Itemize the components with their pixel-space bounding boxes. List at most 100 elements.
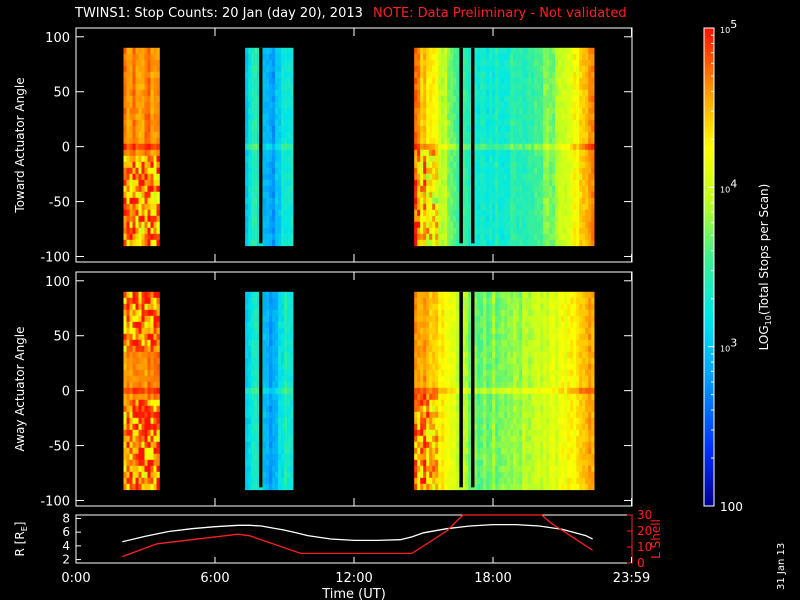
heatmap-cell [462,215,466,223]
heatmap-cell [251,297,255,305]
heatmap-cell [480,375,484,383]
heatmap-cell [263,101,267,109]
heatmap-cell [561,113,565,121]
heatmap-cell [483,113,487,121]
heatmap-cell [414,71,418,79]
heatmap-cell [558,197,562,205]
heatmap-cell [135,197,139,205]
heatmap-cell [441,107,445,115]
heatmap-cell [465,239,469,247]
heatmap-cell [144,363,148,371]
heatmap-cell [287,137,291,145]
heatmap-cell [453,447,457,455]
heatmap-cell [284,185,288,193]
heatmap-cell [432,309,436,317]
heatmap-cell [153,203,157,211]
heatmap-cell [543,221,547,229]
heatmap-cell [147,291,151,299]
heatmap-cell [549,185,553,193]
heatmap-cell [579,95,583,103]
heatmap-cell [501,291,505,299]
heatmap-cell [429,363,433,371]
heatmap-cell [444,167,448,175]
heatmap-cell [251,291,255,299]
heatmap-cell [465,471,469,479]
heatmap-cell [558,107,562,115]
heatmap-cell [456,101,460,109]
heatmap-cell [498,333,502,341]
heatmap-cell [263,399,267,407]
heatmap-cell [248,203,252,211]
heatmap-cell [123,143,127,151]
heatmap-cell [516,101,520,109]
heatmap-cell [414,333,418,341]
heatmap-cell [477,59,481,67]
heatmap-cell [531,221,535,229]
heatmap-cell [453,417,457,425]
heatmap-cell [438,423,442,431]
heatmap-cell [546,179,550,187]
heatmap-cell [531,233,535,241]
heatmap-cell [513,137,517,145]
heatmap-cell [272,345,276,353]
heatmap-cell [420,179,424,187]
heatmap-cell [519,113,523,121]
heatmap-cell [281,339,285,347]
heatmap-cell [123,321,127,329]
heatmap-cell [263,327,267,335]
heatmap-cell [540,155,544,163]
heatmap-cell [528,47,532,55]
heatmap-cell [290,393,294,401]
heatmap-cell [254,167,258,175]
heatmap-cell [257,137,261,145]
heatmap-cell [480,471,484,479]
heatmap-cell [281,291,285,299]
heatmap-cell [561,197,565,205]
heatmap-cell [257,387,261,395]
heatmap-cell [507,423,511,431]
heatmap-cell [504,369,508,377]
heatmap-cell [266,417,270,425]
heatmap-cell [414,137,418,145]
heatmap-cell [150,125,154,133]
heatmap-cell [435,149,439,157]
heatmap-cell [284,291,288,299]
heatmap-cell [432,137,436,145]
heatmap-cell [150,315,154,323]
heatmap-cell [251,215,255,223]
heatmap-cell [275,95,279,103]
heatmap-cell [483,399,487,407]
heatmap-cell [510,357,514,365]
heatmap-cell [465,101,469,109]
heatmap-cell [450,149,454,157]
heatmap-cell [144,131,148,139]
heatmap-cell [498,173,502,181]
heatmap-cell [573,185,577,193]
heatmap-cell [429,429,433,437]
heatmap-cell [153,107,157,115]
heatmap-cell [129,137,133,145]
heatmap-cell [498,185,502,193]
heatmap-cell [417,429,421,437]
heatmap-cell [138,429,142,437]
heatmap-cell [441,429,445,437]
heatmap-cell [153,387,157,395]
heatmap-cell [263,203,267,211]
heatmap-cell [429,83,433,91]
heatmap-cell [468,143,472,151]
heatmap-cell [504,315,508,323]
heatmap-cell [138,239,142,247]
heatmap-cell [156,363,160,371]
heatmap-cell [290,417,294,425]
heatmap-cell [275,315,279,323]
heatmap-cell [450,83,454,91]
heatmap-cell [417,441,421,449]
heatmap-cell [504,423,508,431]
heatmap-cell [474,435,478,443]
heatmap-cell [248,369,252,377]
heatmap-cell [549,173,553,181]
heatmap-cell [147,345,151,353]
heatmap-cell [153,71,157,79]
heatmap-cell [272,239,276,247]
heatmap-cell [465,233,469,241]
